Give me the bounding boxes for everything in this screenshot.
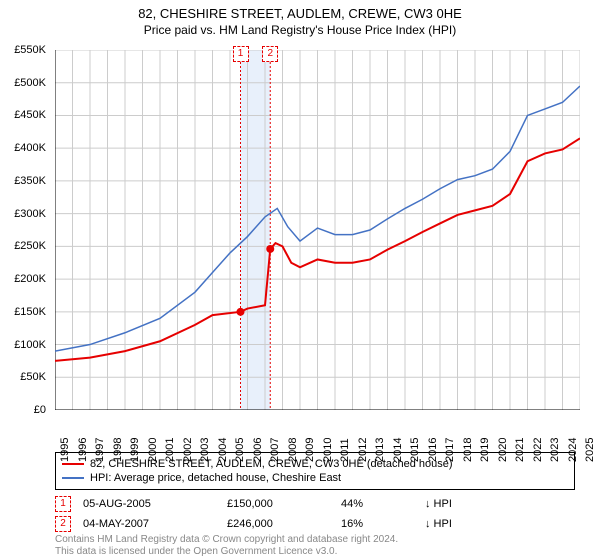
transaction-row: 1 05-AUG-2005 £150,000 44% ↓ HPI [55,494,575,514]
legend-label: 82, CHESHIRE STREET, AUDLEM, CREWE, CW3 … [90,458,453,470]
y-tick-label: £550K [14,44,46,56]
x-tick-label: 2025 [584,438,596,462]
transaction-rows: 1 05-AUG-2005 £150,000 44% ↓ HPI 2 04-MAY-2007… [55,494,575,534]
legend-swatch [62,477,84,479]
y-tick-label: £50K [20,371,46,383]
legend-item: HPI: Average price, detached house, Ches… [62,471,568,485]
legend-swatch [62,463,84,465]
transaction-price: £150,000 [227,498,337,510]
transaction-date: 04-MAY-2007 [83,518,223,530]
y-tick-label: £500K [14,77,46,89]
y-tick-label: £150K [14,306,46,318]
transaction-box: 1 [55,496,71,512]
y-tick-label: £250K [14,240,46,252]
legend-item: 82, CHESHIRE STREET, AUDLEM, CREWE, CW3 … [62,457,568,471]
transaction-marker-1: 1 [233,46,249,62]
y-tick-label: £0 [34,404,46,416]
x-axis-labels: 1995199619971998199920002001200220032004… [55,412,580,452]
y-tick-label: £100K [14,339,46,351]
legend-label: HPI: Average price, detached house, Ches… [90,472,341,484]
footer-line1: Contains HM Land Registry data © Crown c… [55,534,398,546]
transaction-rel: ↓ HPI [425,518,485,530]
footer-line2: This data is licensed under the Open Gov… [55,546,398,558]
y-tick-label: £400K [14,142,46,154]
y-tick-label: £300K [14,208,46,220]
y-tick-label: £350K [14,175,46,187]
chart-title: 82, CHESHIRE STREET, AUDLEM, CREWE, CW3 … [0,0,600,21]
transaction-box: 2 [55,516,71,532]
y-axis-labels: £0£50K£100K£150K£200K£250K£300K£350K£400… [0,50,50,410]
transaction-rel: ↓ HPI [425,498,485,510]
transaction-marker-2: 2 [262,46,278,62]
chart-area: 12 [55,50,580,410]
y-tick-label: £200K [14,273,46,285]
legend: 82, CHESHIRE STREET, AUDLEM, CREWE, CW3 … [55,452,575,490]
chart-subtitle: Price paid vs. HM Land Registry's House … [0,21,600,37]
y-tick-label: £450K [14,109,46,121]
footer-text: Contains HM Land Registry data © Crown c… [55,534,398,558]
transaction-date: 05-AUG-2005 [83,498,223,510]
transaction-pct: 16% [341,518,421,530]
transaction-price: £246,000 [227,518,337,530]
transaction-row: 2 04-MAY-2007 £246,000 16% ↓ HPI [55,514,575,534]
chart-svg [55,50,580,410]
transaction-pct: 44% [341,498,421,510]
